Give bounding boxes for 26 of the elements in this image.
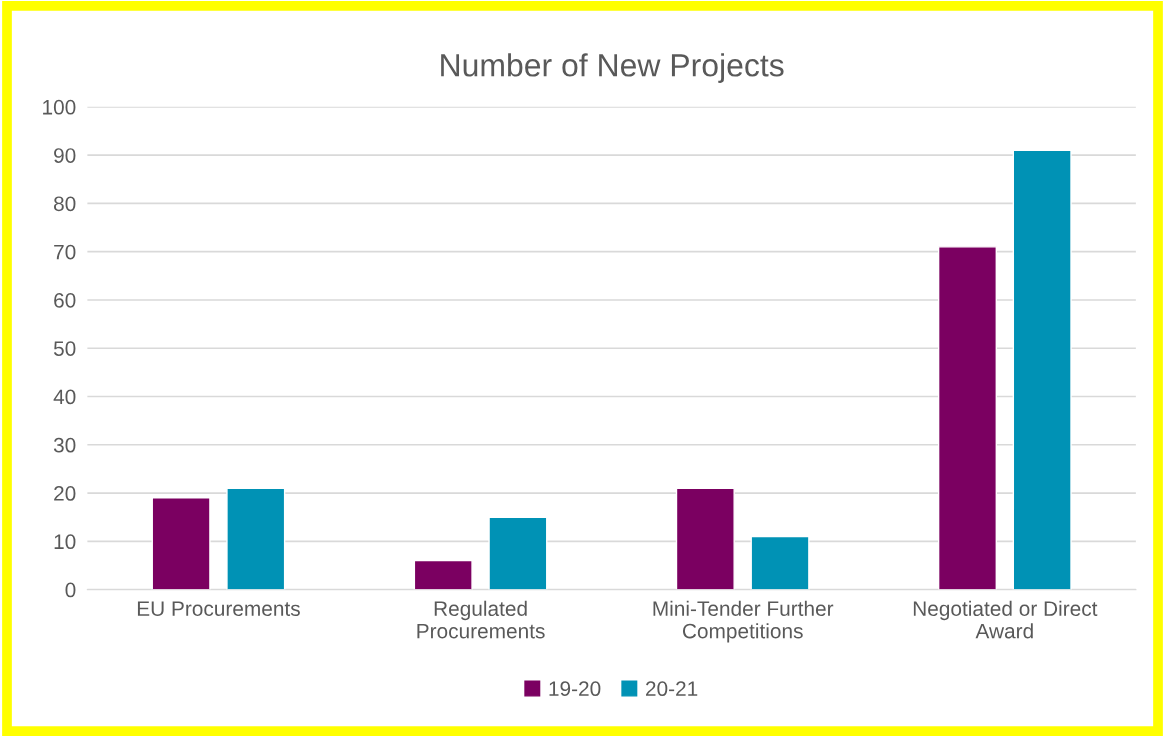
bar (413, 559, 473, 590)
x-tick-label: Regulated Procurements (417, 600, 545, 639)
bar (937, 246, 997, 590)
x-tick-label: Negotiated or Direct Award (913, 600, 1098, 639)
y-tick-label: 20 (54, 486, 76, 501)
y-tick-label: 50 (53, 341, 76, 356)
chart-title: Number of New Projects (441, 53, 784, 83)
y-tick-label: 70 (54, 244, 76, 260)
y-tick-label: 30 (53, 437, 76, 453)
bar (750, 535, 810, 590)
bar (151, 497, 211, 590)
y-tick-label: 100 (43, 99, 76, 115)
y-tick-label: 60 (54, 292, 76, 308)
x-tick-label: Mini-Tender Further Competitions (653, 600, 834, 643)
y-tick-label: 0 (65, 582, 76, 598)
y-tick-label: 40 (53, 389, 76, 405)
x-tick-label: EU Procurements (137, 601, 300, 617)
bar (226, 487, 286, 590)
legend-label: 20-21 (646, 681, 698, 697)
bar (675, 487, 735, 590)
bar (488, 516, 548, 590)
y-tick-label: 90 (54, 148, 76, 163)
bar (1012, 149, 1072, 590)
y-tick-label: 80 (54, 196, 76, 212)
y-tick-label: 10 (54, 534, 76, 550)
legend-label: 19-20 (549, 681, 601, 697)
